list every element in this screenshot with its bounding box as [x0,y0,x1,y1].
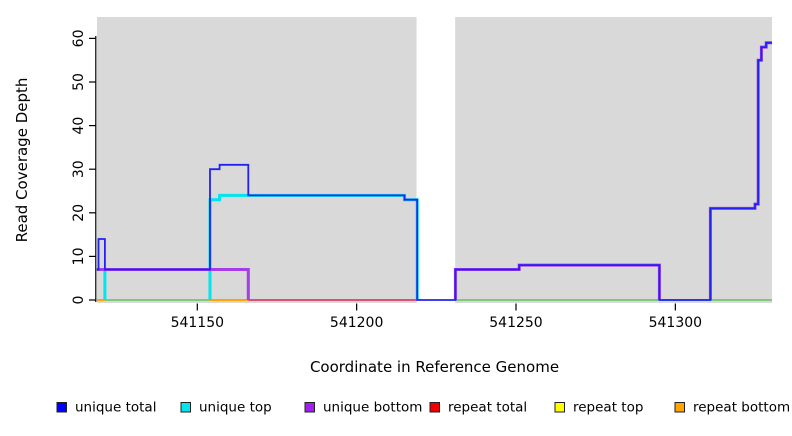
y-tick-label: 60 [71,29,87,47]
legend-swatch-unique-top [180,402,191,413]
plot-panel-left [97,17,417,303]
legend-swatch-repeat-total [429,402,440,413]
y-tick-label: 30 [71,160,87,178]
y-axis-title: Read Coverage Depth [13,78,31,243]
axes-layer: 0 10 20 30 40 50 60 541150 541200 541250 541300 [71,29,702,331]
legend-label-repeat-top: repeat top [573,400,643,416]
plot-panel-right [455,17,772,303]
x-tick-label: 541200 [330,315,383,331]
legend-swatch-unique-bottom [304,402,315,413]
x-tick-label: 541150 [171,315,224,331]
y-tick-label: 0 [71,296,87,305]
legend-swatch-repeat-bottom [674,402,685,413]
legend-swatch-unique-total [56,402,67,413]
series-layer [96,41,772,301]
y-tick-label: 20 [71,204,87,222]
y-tick-label: 40 [71,117,87,135]
plot-background-layer [97,17,772,303]
y-tick-label: 10 [71,247,87,265]
legend-label-repeat-total: repeat total [448,400,527,416]
x-axis-title: Coordinate in Reference Genome [310,358,559,376]
y-tick-label: 50 [71,73,87,91]
legend-label-repeat-bottom: repeat bottom [693,400,790,416]
legend-layer: unique total unique top unique bottom repea… [56,400,790,416]
series-unique-total [96,41,772,301]
x-tick-label: 541250 [489,315,542,331]
legend-label-unique-bottom: unique bottom [323,400,422,416]
legend-label-unique-top: unique top [199,400,272,416]
x-tick-label: 541300 [649,315,702,331]
legend-label-unique-total: unique total [75,400,156,416]
legend-swatch-repeat-top [554,402,565,413]
